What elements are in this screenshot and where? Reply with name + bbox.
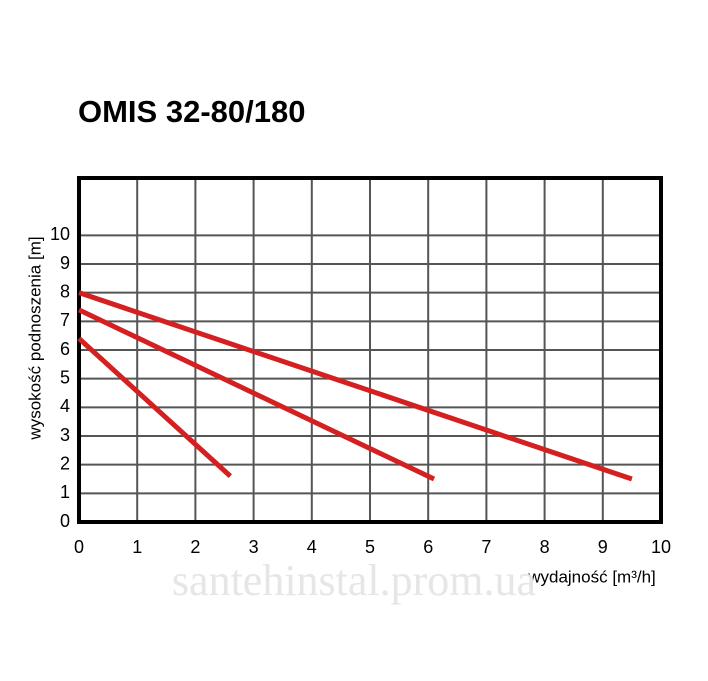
x-tick-label: 5: [365, 537, 375, 557]
x-tick-label: 7: [481, 537, 491, 557]
y-tick-label: 4: [60, 396, 70, 416]
x-tick-label: 4: [307, 537, 317, 557]
chart-title: OMIS 32-80/180: [78, 94, 305, 129]
x-tick-label: 9: [598, 537, 608, 557]
y-tick-label: 10: [50, 224, 70, 244]
x-tick-label: 1: [132, 537, 142, 557]
pump-curve: [77, 336, 233, 478]
x-axis-label: wydajność [m³/h]: [527, 567, 656, 586]
x-tick-label: 2: [190, 537, 200, 557]
plot-border: [77, 176, 663, 524]
y-tick-label: 7: [60, 310, 70, 330]
y-tick-label: 3: [60, 425, 70, 445]
pump-curve: [78, 290, 633, 482]
watermark: santehinstal.prom.ua: [172, 556, 536, 605]
x-tick-label: 0: [74, 537, 84, 557]
x-tick-label: 8: [540, 537, 550, 557]
y-axis-label: wysokość podnoszenia [m]: [25, 236, 44, 440]
y-tick-label: 1: [60, 482, 70, 502]
y-tick-label: 9: [60, 253, 70, 273]
x-tick-label: 10: [651, 537, 671, 557]
y-tick-label: 2: [60, 453, 70, 473]
pump-curve: [77, 307, 436, 482]
x-tick-label: 3: [249, 537, 259, 557]
y-tick-label: 6: [60, 339, 70, 359]
y-tick-label: 8: [60, 281, 70, 301]
x-tick-label: 6: [423, 537, 433, 557]
y-tick-label: 5: [60, 367, 70, 387]
y-tick-label: 0: [60, 511, 70, 531]
